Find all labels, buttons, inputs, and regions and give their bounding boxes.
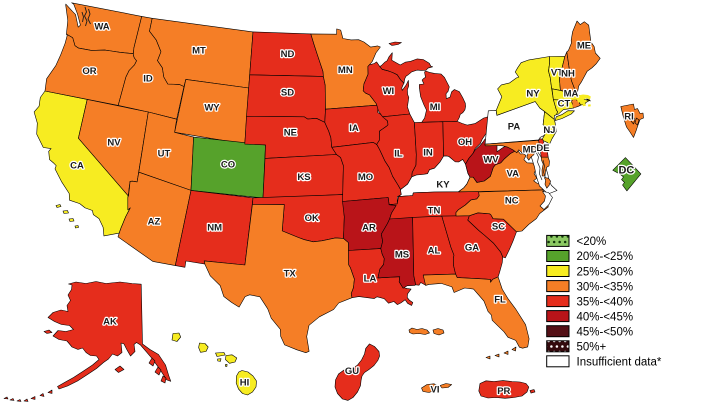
svg-text:OH: OH	[458, 137, 472, 148]
svg-text:WY: WY	[204, 103, 220, 114]
svg-text:NC: NC	[505, 196, 519, 207]
svg-text:IL: IL	[394, 149, 403, 160]
svg-text:IA: IA	[349, 123, 359, 134]
svg-text:VA: VA	[507, 169, 520, 180]
svg-text:MO: MO	[358, 172, 373, 183]
svg-text:OK: OK	[305, 213, 319, 224]
svg-text:WI: WI	[383, 86, 395, 97]
svg-text:VT: VT	[551, 68, 563, 79]
svg-text:PR: PR	[497, 386, 510, 397]
svg-text:40%-<45%: 40%-<45%	[577, 311, 634, 323]
svg-text:45%-<50%: 45%-<50%	[577, 327, 634, 339]
svg-text:MI: MI	[430, 102, 441, 113]
svg-text:SD: SD	[281, 88, 294, 99]
svg-text:GA: GA	[465, 243, 479, 254]
svg-text:VI: VI	[431, 385, 440, 396]
svg-text:CA: CA	[70, 161, 84, 172]
svg-text:AL: AL	[428, 246, 441, 257]
svg-text:MT: MT	[192, 46, 206, 57]
svg-text:20%-<25%: 20%-<25%	[577, 251, 634, 263]
svg-text:NV: NV	[107, 138, 121, 149]
svg-text:TX: TX	[284, 269, 297, 280]
svg-text:KS: KS	[297, 172, 310, 183]
svg-text:NJ: NJ	[543, 125, 555, 136]
svg-text:50%+: 50%+	[577, 342, 607, 354]
svg-text:Insufficient data*: Insufficient data*	[577, 357, 662, 369]
svg-text:ID: ID	[143, 74, 153, 85]
svg-text:UT: UT	[158, 149, 171, 160]
svg-text:NY: NY	[526, 89, 540, 100]
svg-text:FL: FL	[494, 295, 506, 306]
svg-text:<20%: <20%	[577, 236, 607, 248]
svg-text:DE: DE	[536, 143, 549, 154]
svg-text:IN: IN	[423, 148, 433, 159]
svg-text:NE: NE	[284, 128, 297, 139]
svg-text:25%-<30%: 25%-<30%	[577, 266, 634, 278]
svg-text:KY: KY	[436, 180, 450, 191]
svg-text:LA: LA	[364, 274, 377, 285]
svg-text:TN: TN	[428, 206, 441, 217]
svg-text:ND: ND	[281, 49, 295, 60]
svg-text:NM: NM	[207, 223, 222, 234]
svg-text:PA: PA	[508, 122, 521, 133]
svg-text:DC: DC	[618, 165, 634, 177]
svg-text:AR: AR	[362, 223, 376, 234]
svg-text:NH: NH	[561, 69, 575, 80]
svg-text:GU: GU	[345, 366, 359, 377]
svg-text:MS: MS	[395, 250, 409, 261]
svg-text:ME: ME	[577, 41, 591, 52]
svg-text:30%-<35%: 30%-<35%	[577, 281, 634, 293]
svg-text:MA: MA	[564, 89, 579, 100]
svg-text:CO: CO	[221, 160, 235, 171]
svg-text:HI: HI	[240, 378, 250, 389]
svg-text:WV: WV	[483, 155, 499, 166]
svg-text:OR: OR	[82, 66, 96, 77]
svg-text:RI: RI	[624, 112, 634, 123]
svg-text:AZ: AZ	[148, 217, 161, 228]
svg-text:CT: CT	[558, 99, 571, 110]
svg-text:SC: SC	[492, 222, 505, 233]
svg-text:AK: AK	[103, 317, 117, 328]
svg-text:WA: WA	[94, 22, 109, 33]
svg-text:MN: MN	[338, 65, 353, 76]
svg-text:35%-<40%: 35%-<40%	[577, 296, 634, 308]
svg-text:MD: MD	[523, 145, 538, 156]
